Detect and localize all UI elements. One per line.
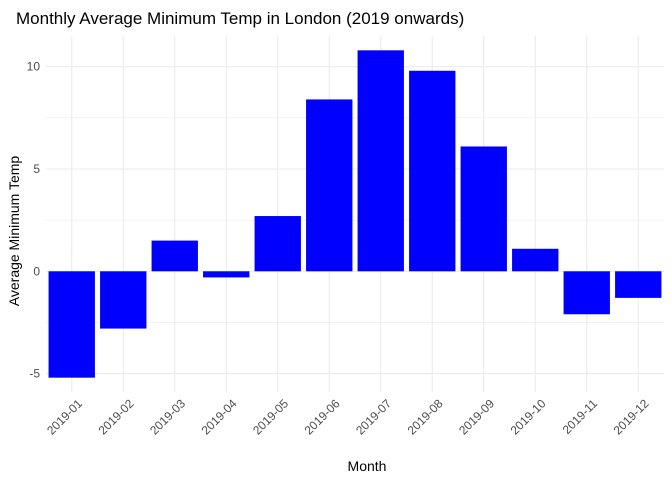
- bar-2019-10: [512, 248, 559, 272]
- bar-2019-11: [563, 271, 610, 315]
- bar-2019-05: [254, 216, 301, 272]
- bar-2019-08: [409, 70, 456, 272]
- y-tick-label: -5: [29, 367, 40, 381]
- bar-2019-04: [203, 271, 250, 278]
- x-axis-title: Month: [348, 458, 387, 474]
- x-tick-label: 2019-09: [456, 396, 497, 437]
- y-tick-label: 10: [27, 60, 41, 74]
- x-tick-label: 2019-05: [250, 396, 291, 437]
- y-tick-label: 5: [33, 162, 40, 176]
- bar-2019-02: [100, 271, 147, 329]
- gridlines: [46, 36, 664, 392]
- x-tick-label: 2019-06: [302, 396, 343, 437]
- bars-group: [48, 50, 662, 378]
- x-tick-label: 2019-07: [353, 396, 394, 437]
- x-tick-label: 2019-10: [508, 396, 549, 437]
- y-tick-label: 0: [33, 264, 40, 278]
- y-axis-ticks: -5 0 5 10: [27, 60, 41, 381]
- x-tick-label: 2019-01: [44, 396, 85, 437]
- x-tick-label: 2019-11: [560, 396, 601, 437]
- bar-2019-03: [151, 240, 198, 272]
- bar-2019-07: [357, 50, 404, 272]
- bar-2019-12: [615, 271, 662, 298]
- x-tick-label: 2019-03: [147, 396, 188, 437]
- x-tick-label: 2019-08: [405, 396, 446, 437]
- x-tick-label: 2019-02: [96, 396, 137, 437]
- x-tick-label: 2019-04: [199, 396, 240, 437]
- y-axis-title: Average Minimum Temp: [6, 156, 22, 307]
- bar-2019-01: [48, 271, 95, 378]
- x-axis-ticks: 2019-01 2019-02 2019-03 2019-04 2019-05 2019-…: [44, 396, 652, 437]
- chart-title: Monthly Average Minimum Temp in London (…: [16, 9, 464, 28]
- x-tick-label: 2019-12: [611, 396, 652, 437]
- bar-2019-06: [306, 99, 353, 272]
- bar-2019-09: [460, 146, 507, 272]
